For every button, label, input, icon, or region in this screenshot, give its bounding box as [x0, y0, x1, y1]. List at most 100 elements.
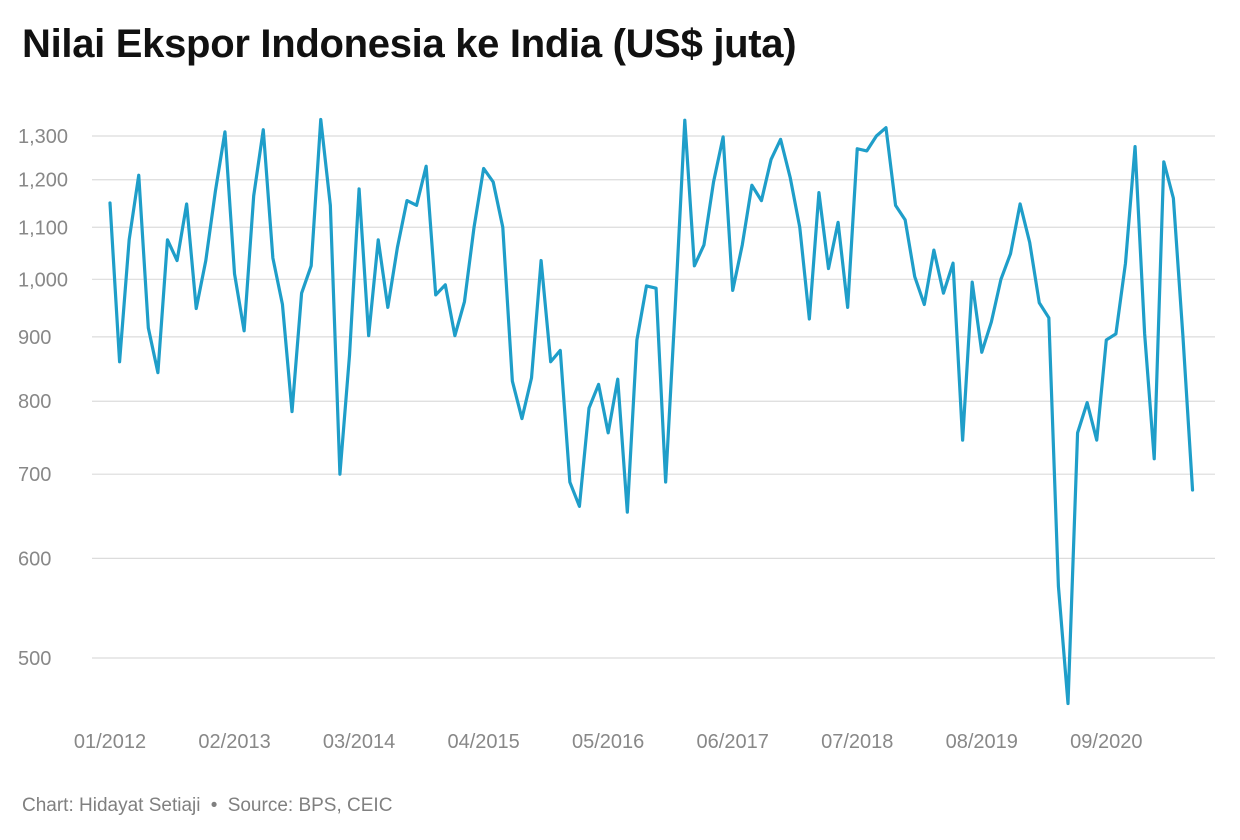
data-point — [547, 358, 555, 366]
data-point — [997, 275, 1005, 283]
data-point — [144, 324, 152, 332]
data-point — [240, 327, 248, 335]
data-point — [1054, 582, 1062, 590]
data-point — [451, 332, 459, 340]
data-point — [595, 380, 603, 388]
y-tick-label: 500 — [18, 648, 51, 670]
data-point — [949, 259, 957, 267]
data-point — [892, 201, 900, 209]
data-point — [259, 126, 267, 134]
data-point — [231, 270, 239, 278]
data-point — [499, 223, 507, 231]
data-point — [374, 236, 382, 244]
data-point — [480, 164, 488, 172]
data-point — [278, 300, 286, 308]
data-point — [336, 470, 344, 478]
data-point — [1026, 238, 1034, 246]
y-axis-tick-labels: 500 600 700 800 900 1,000 1,100 1,200 1,300 — [18, 126, 68, 670]
data-point — [614, 375, 622, 383]
data-point — [393, 244, 401, 252]
data-point — [805, 315, 813, 323]
data-point — [135, 171, 143, 179]
data-point — [518, 415, 526, 423]
data-point — [460, 298, 468, 306]
y-tick-label: 900 — [18, 327, 51, 349]
data-point — [911, 273, 919, 281]
data-point — [844, 303, 852, 311]
data-point — [1074, 429, 1082, 437]
data-point — [528, 374, 536, 382]
y-tick-label: 1,200 — [18, 170, 68, 192]
data-point — [413, 201, 421, 209]
x-tick-label: 01/2012 — [74, 731, 146, 753]
data-point — [729, 286, 737, 294]
data-point — [939, 289, 947, 297]
data-point — [125, 236, 133, 244]
data-point — [116, 358, 124, 366]
data-point — [537, 257, 545, 265]
data-point — [652, 284, 660, 292]
y-tick-label: 700 — [18, 464, 51, 486]
data-point — [1083, 399, 1091, 407]
data-point — [1102, 336, 1110, 344]
data-point — [556, 346, 564, 354]
data-point — [508, 377, 516, 385]
data-point — [470, 223, 478, 231]
data-point — [585, 404, 593, 412]
x-tick-label: 08/2019 — [946, 731, 1018, 753]
x-tick-label: 05/2016 — [572, 731, 644, 753]
x-tick-label: 06/2017 — [697, 731, 769, 753]
credit-source: Source: BPS, CEIC — [227, 795, 393, 816]
data-point — [757, 197, 765, 205]
data-point — [920, 300, 928, 308]
data-point — [1131, 143, 1139, 151]
data-point — [777, 135, 785, 143]
data-point — [211, 187, 219, 195]
data-point — [796, 223, 804, 231]
chart-credit: Chart: Hidayat Setiaji • Source: BPS, CE… — [22, 795, 392, 817]
data-point — [633, 336, 641, 344]
data-point — [288, 408, 296, 416]
series-layer — [106, 115, 1195, 706]
data-point — [1007, 250, 1015, 258]
data-point — [163, 236, 171, 244]
y-tick-label: 1,000 — [18, 269, 68, 291]
data-point — [681, 116, 689, 124]
data-point — [872, 132, 880, 140]
x-tick-label: 09/2020 — [1070, 731, 1142, 753]
data-point — [930, 246, 938, 254]
data-point — [173, 257, 181, 265]
data-point — [326, 201, 334, 209]
data-point — [489, 178, 497, 186]
gridlines — [92, 135, 1215, 659]
data-point — [432, 291, 440, 299]
data-point — [566, 478, 574, 486]
data-point — [307, 262, 315, 270]
data-point — [1121, 259, 1129, 267]
data-point — [767, 156, 775, 164]
y-tick-label: 600 — [18, 548, 51, 570]
data-point — [863, 147, 871, 155]
data-point — [786, 173, 794, 181]
data-point — [1093, 436, 1101, 444]
data-point — [441, 281, 449, 289]
data-point — [959, 436, 967, 444]
data-point — [106, 199, 114, 207]
data-point — [710, 178, 718, 186]
x-tick-label: 04/2015 — [447, 731, 519, 753]
data-point — [1179, 333, 1187, 341]
data-point — [183, 200, 191, 208]
data-point — [1150, 455, 1158, 463]
data-point — [422, 162, 430, 170]
data-point — [623, 508, 631, 516]
data-point — [154, 369, 162, 377]
data-point — [1141, 330, 1149, 338]
data-point — [825, 265, 833, 273]
data-point — [604, 429, 612, 437]
y-tick-label: 1,300 — [18, 126, 68, 148]
data-point — [853, 145, 861, 153]
data-point — [719, 133, 727, 141]
data-point — [901, 216, 909, 224]
data-point — [317, 115, 325, 123]
data-point — [671, 303, 679, 311]
